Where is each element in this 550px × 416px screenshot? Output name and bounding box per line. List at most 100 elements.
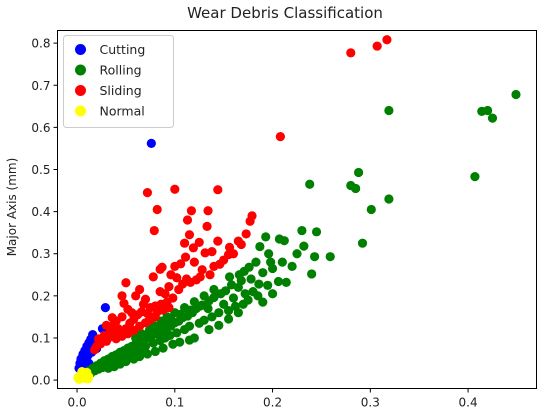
point-rolling bbox=[207, 312, 217, 322]
point-rolling bbox=[168, 339, 178, 349]
y-tick-label: 0.1 bbox=[31, 331, 50, 345]
point-sliding bbox=[195, 272, 205, 282]
legend-marker-sliding bbox=[75, 85, 86, 96]
point-rolling bbox=[267, 289, 278, 299]
point-rolling bbox=[258, 268, 268, 278]
y-axis-label: Major Axis (mm) bbox=[5, 158, 19, 257]
point-rolling bbox=[144, 325, 154, 335]
x-tick-label: 0.1 bbox=[165, 396, 184, 410]
point-sliding bbox=[150, 312, 160, 322]
legend-marker-cutting bbox=[75, 44, 86, 55]
point-sliding bbox=[101, 320, 111, 330]
point-sliding bbox=[382, 35, 392, 45]
point-sliding bbox=[140, 294, 151, 304]
point-rolling bbox=[129, 354, 139, 364]
points-layer bbox=[73, 35, 521, 384]
point-rolling bbox=[277, 257, 287, 267]
point-rolling bbox=[251, 257, 261, 267]
point-rolling bbox=[136, 329, 147, 339]
legend-box bbox=[63, 35, 174, 128]
point-sliding bbox=[213, 185, 223, 195]
point-rolling bbox=[214, 308, 224, 318]
y-tick-label: 0.2 bbox=[31, 289, 50, 303]
point-rolling bbox=[158, 343, 168, 353]
point-rolling bbox=[199, 291, 209, 301]
point-rolling bbox=[166, 314, 176, 325]
point-rolling bbox=[307, 269, 317, 279]
point-rolling bbox=[226, 280, 237, 290]
point-rolling bbox=[214, 320, 224, 330]
point-rolling bbox=[297, 225, 307, 236]
point-sliding bbox=[155, 264, 165, 274]
point-rolling bbox=[238, 299, 248, 309]
point-rolling bbox=[224, 272, 235, 282]
point-rolling bbox=[103, 363, 113, 373]
point-cutting bbox=[146, 138, 156, 148]
point-rolling bbox=[325, 252, 335, 262]
x-tick-label: 0.0 bbox=[68, 396, 87, 410]
point-sliding bbox=[149, 225, 159, 236]
point-sliding bbox=[121, 278, 131, 288]
x-tick-label: 0.3 bbox=[361, 396, 380, 410]
point-rolling bbox=[148, 338, 158, 348]
x-axis: 0.0 0.1 0.2 0.3 0.4 bbox=[68, 388, 478, 410]
y-tick-label: 0.7 bbox=[31, 79, 50, 93]
point-sliding bbox=[188, 243, 198, 253]
legend-label-normal: Normal bbox=[100, 104, 145, 119]
chart-title: Wear Debris Classification bbox=[187, 4, 383, 22]
point-sliding bbox=[168, 293, 178, 303]
point-rolling bbox=[281, 277, 291, 287]
point-rolling bbox=[266, 257, 276, 267]
point-sliding bbox=[213, 236, 223, 246]
point-sliding bbox=[207, 247, 217, 257]
point-sliding bbox=[170, 184, 180, 194]
point-sliding bbox=[135, 284, 145, 295]
plot-frame bbox=[57, 30, 537, 389]
point-sliding bbox=[205, 270, 215, 280]
point-sliding bbox=[93, 334, 104, 344]
point-sliding bbox=[107, 313, 117, 323]
point-sliding bbox=[186, 206, 197, 216]
point-sliding bbox=[200, 248, 210, 258]
series-normal bbox=[73, 367, 94, 384]
point-sliding bbox=[117, 291, 127, 301]
y-tick-label: 0.3 bbox=[31, 247, 50, 261]
point-sliding bbox=[142, 188, 153, 198]
point-sliding bbox=[245, 216, 255, 226]
point-sliding bbox=[372, 41, 382, 51]
point-sliding bbox=[148, 272, 158, 282]
point-rolling bbox=[254, 279, 264, 289]
point-sliding bbox=[197, 265, 207, 275]
series-sliding bbox=[90, 35, 392, 355]
point-rolling bbox=[292, 249, 302, 259]
point-rolling bbox=[223, 314, 234, 324]
point-rolling bbox=[150, 346, 160, 357]
point-rolling bbox=[152, 322, 162, 332]
point-rolling bbox=[142, 349, 153, 359]
point-sliding bbox=[189, 257, 199, 267]
point-sliding bbox=[176, 259, 186, 269]
point-sliding bbox=[172, 273, 182, 283]
y-tick-label: 0.8 bbox=[31, 37, 50, 51]
point-rolling bbox=[179, 324, 190, 335]
point-rolling bbox=[366, 204, 376, 215]
point-sliding bbox=[180, 252, 191, 262]
legend-marker-normal bbox=[75, 105, 86, 117]
point-sliding bbox=[164, 281, 174, 292]
x-tick-label: 0.4 bbox=[459, 396, 478, 410]
legend-marker-rolling bbox=[75, 64, 86, 76]
point-rolling bbox=[287, 261, 297, 271]
point-rolling bbox=[246, 274, 256, 284]
point-rolling bbox=[204, 324, 214, 335]
point-rolling bbox=[223, 305, 234, 316]
point-rolling bbox=[258, 297, 268, 307]
point-rolling bbox=[233, 308, 243, 318]
legend-label-sliding: Sliding bbox=[100, 83, 142, 98]
legend-label-cutting: Cutting bbox=[100, 42, 146, 57]
legend-label-rolling: Rolling bbox=[100, 63, 142, 78]
point-rolling bbox=[305, 179, 315, 189]
point-sliding bbox=[224, 242, 235, 253]
y-axis: 0.0 0.1 0.2 0.3 0.4 0.5 0.6 0.7 0.8 bbox=[31, 37, 58, 388]
point-rolling bbox=[216, 289, 226, 299]
point-rolling bbox=[234, 270, 244, 280]
